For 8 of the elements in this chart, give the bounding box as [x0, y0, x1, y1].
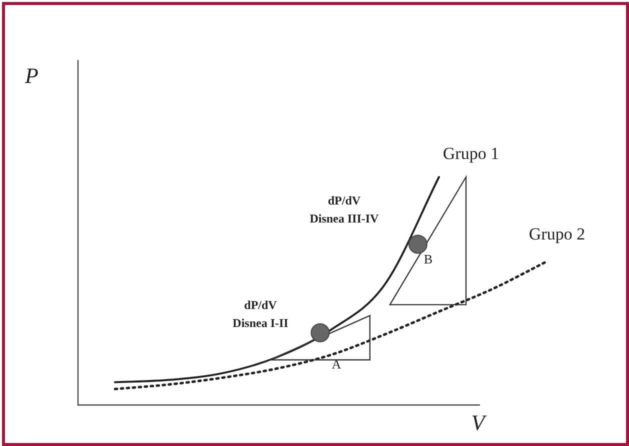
annotation: B [424, 252, 433, 267]
series-label: Grupo 1 [442, 144, 500, 163]
series-label: Grupo 2 [528, 224, 586, 244]
annotation: dP/dV Disnea I-II [232, 298, 289, 330]
x-axis-title: V [471, 410, 488, 435]
annotation: dP/dV Disnea III-IV [310, 193, 380, 226]
annotation: A [332, 356, 342, 372]
y-axis-title: P [24, 63, 38, 88]
